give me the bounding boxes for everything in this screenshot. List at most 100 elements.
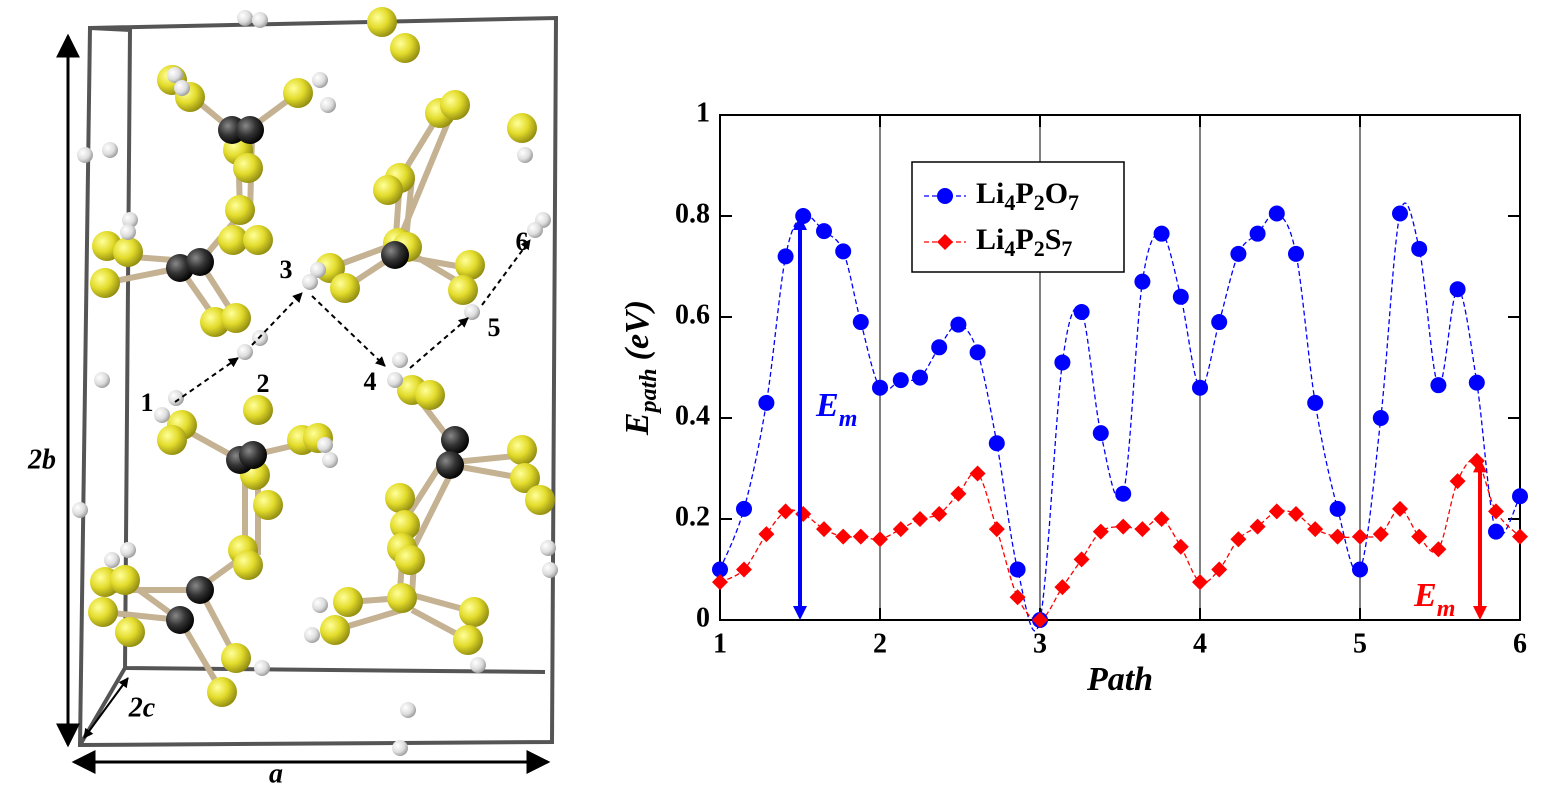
data-point [1211, 314, 1227, 330]
data-point [1288, 246, 1304, 262]
sulfur-atom [448, 275, 478, 305]
sulfur-atom [110, 565, 140, 595]
data-point [1173, 539, 1189, 555]
data-point [1392, 501, 1408, 517]
x-axis-label: Path [1086, 661, 1153, 698]
lithium-atom [392, 740, 408, 756]
phosphorus-atom [166, 606, 194, 634]
sulfur-atom [390, 33, 420, 63]
hop [410, 318, 468, 368]
lithium-atom [72, 502, 88, 518]
data-point [1411, 241, 1427, 257]
data-point [778, 248, 794, 264]
lithium-atom [542, 562, 558, 578]
energy-label: Em [1413, 577, 1455, 622]
lithium-atom [154, 407, 170, 423]
data-point [1154, 226, 1170, 242]
data-point [1469, 375, 1485, 391]
legend-label: Li4P2S7 [976, 223, 1072, 261]
lithium-atom [312, 597, 328, 613]
y-tick-label: 0.4 [675, 400, 710, 431]
data-point [1115, 519, 1131, 535]
data-point [1330, 529, 1346, 545]
sulfur-atom [233, 550, 263, 580]
data-point [1352, 562, 1368, 578]
c-arrow [84, 678, 128, 738]
b-label: 2b [27, 444, 56, 475]
data-point [853, 314, 869, 330]
figure: 2b a 2c 1 2 3 4 5 6 12345600.20.40.60.81… [0, 0, 1562, 785]
sulfur-atom [507, 435, 537, 465]
sulfur-atom [221, 303, 251, 333]
data-point [912, 370, 928, 386]
site-label: 6 [516, 227, 529, 256]
x-tick-label: 2 [873, 628, 887, 659]
data-point [736, 501, 752, 517]
sulfur-atom [330, 273, 360, 303]
data-point [1430, 377, 1446, 393]
data-point [1250, 226, 1266, 242]
phosphorus-atom [239, 441, 267, 469]
data-point [758, 526, 774, 542]
phosphorus-atom [186, 576, 214, 604]
lithium-atom [302, 274, 318, 290]
sulfur-atom [453, 625, 483, 655]
hop [252, 293, 302, 345]
phosphorus-atom [186, 248, 214, 276]
lithium-atom [304, 627, 320, 643]
sulfur-atom [90, 268, 120, 298]
data-point [1054, 354, 1070, 370]
cell-back [90, 28, 545, 672]
sulfur-atom [525, 485, 555, 515]
y-axis-subscript: path [636, 368, 662, 414]
formula-part: Li [976, 177, 1004, 210]
data-point [1307, 521, 1323, 537]
y-tick-label: 1 [696, 97, 710, 128]
subscript: 4 [1004, 236, 1015, 261]
data-point [1154, 511, 1170, 527]
data-point [816, 521, 832, 537]
data-point [872, 531, 888, 547]
sulfur-atom [88, 597, 118, 627]
hop [312, 296, 385, 366]
x-tick-label: 3 [1033, 628, 1047, 659]
data-point [1512, 488, 1528, 504]
energy-subscript: m [839, 406, 858, 432]
sulfur-atom [233, 153, 263, 183]
c-label: 2c [128, 692, 156, 723]
data-point [970, 344, 986, 360]
lithium-atom [322, 452, 338, 468]
sulfur-atom [459, 597, 489, 627]
formula-part: P [1015, 177, 1033, 210]
sulfur-atom [225, 195, 255, 225]
sulfur-atom [387, 583, 417, 613]
data-point [1411, 529, 1427, 545]
sulfur-atom [385, 483, 415, 513]
energy-symbol: E [815, 387, 839, 424]
data-point [736, 562, 752, 578]
data-point [1010, 589, 1026, 605]
energy-symbol: E [1413, 577, 1437, 614]
lithium-atom [400, 702, 416, 718]
atoms [72, 7, 558, 756]
sulfur-atom [373, 175, 403, 205]
data-point [853, 529, 869, 545]
lithium-atom [120, 224, 136, 240]
data-point [950, 486, 966, 502]
data-point [1488, 524, 1504, 540]
legend-marker [937, 188, 953, 204]
sulfur-atom [207, 677, 237, 707]
data-point [1173, 289, 1189, 305]
site-label: 5 [488, 313, 501, 342]
data-point [1430, 541, 1446, 557]
data-point [1192, 380, 1208, 396]
subscript: 2 [1034, 236, 1045, 261]
data-point [1230, 246, 1246, 262]
data-point [1192, 574, 1208, 590]
data-point [989, 435, 1005, 451]
lithium-atom [252, 12, 268, 28]
lithium-atom [470, 657, 486, 673]
data-point [970, 466, 986, 482]
lithium-atom [168, 390, 184, 406]
data-point [1093, 425, 1109, 441]
